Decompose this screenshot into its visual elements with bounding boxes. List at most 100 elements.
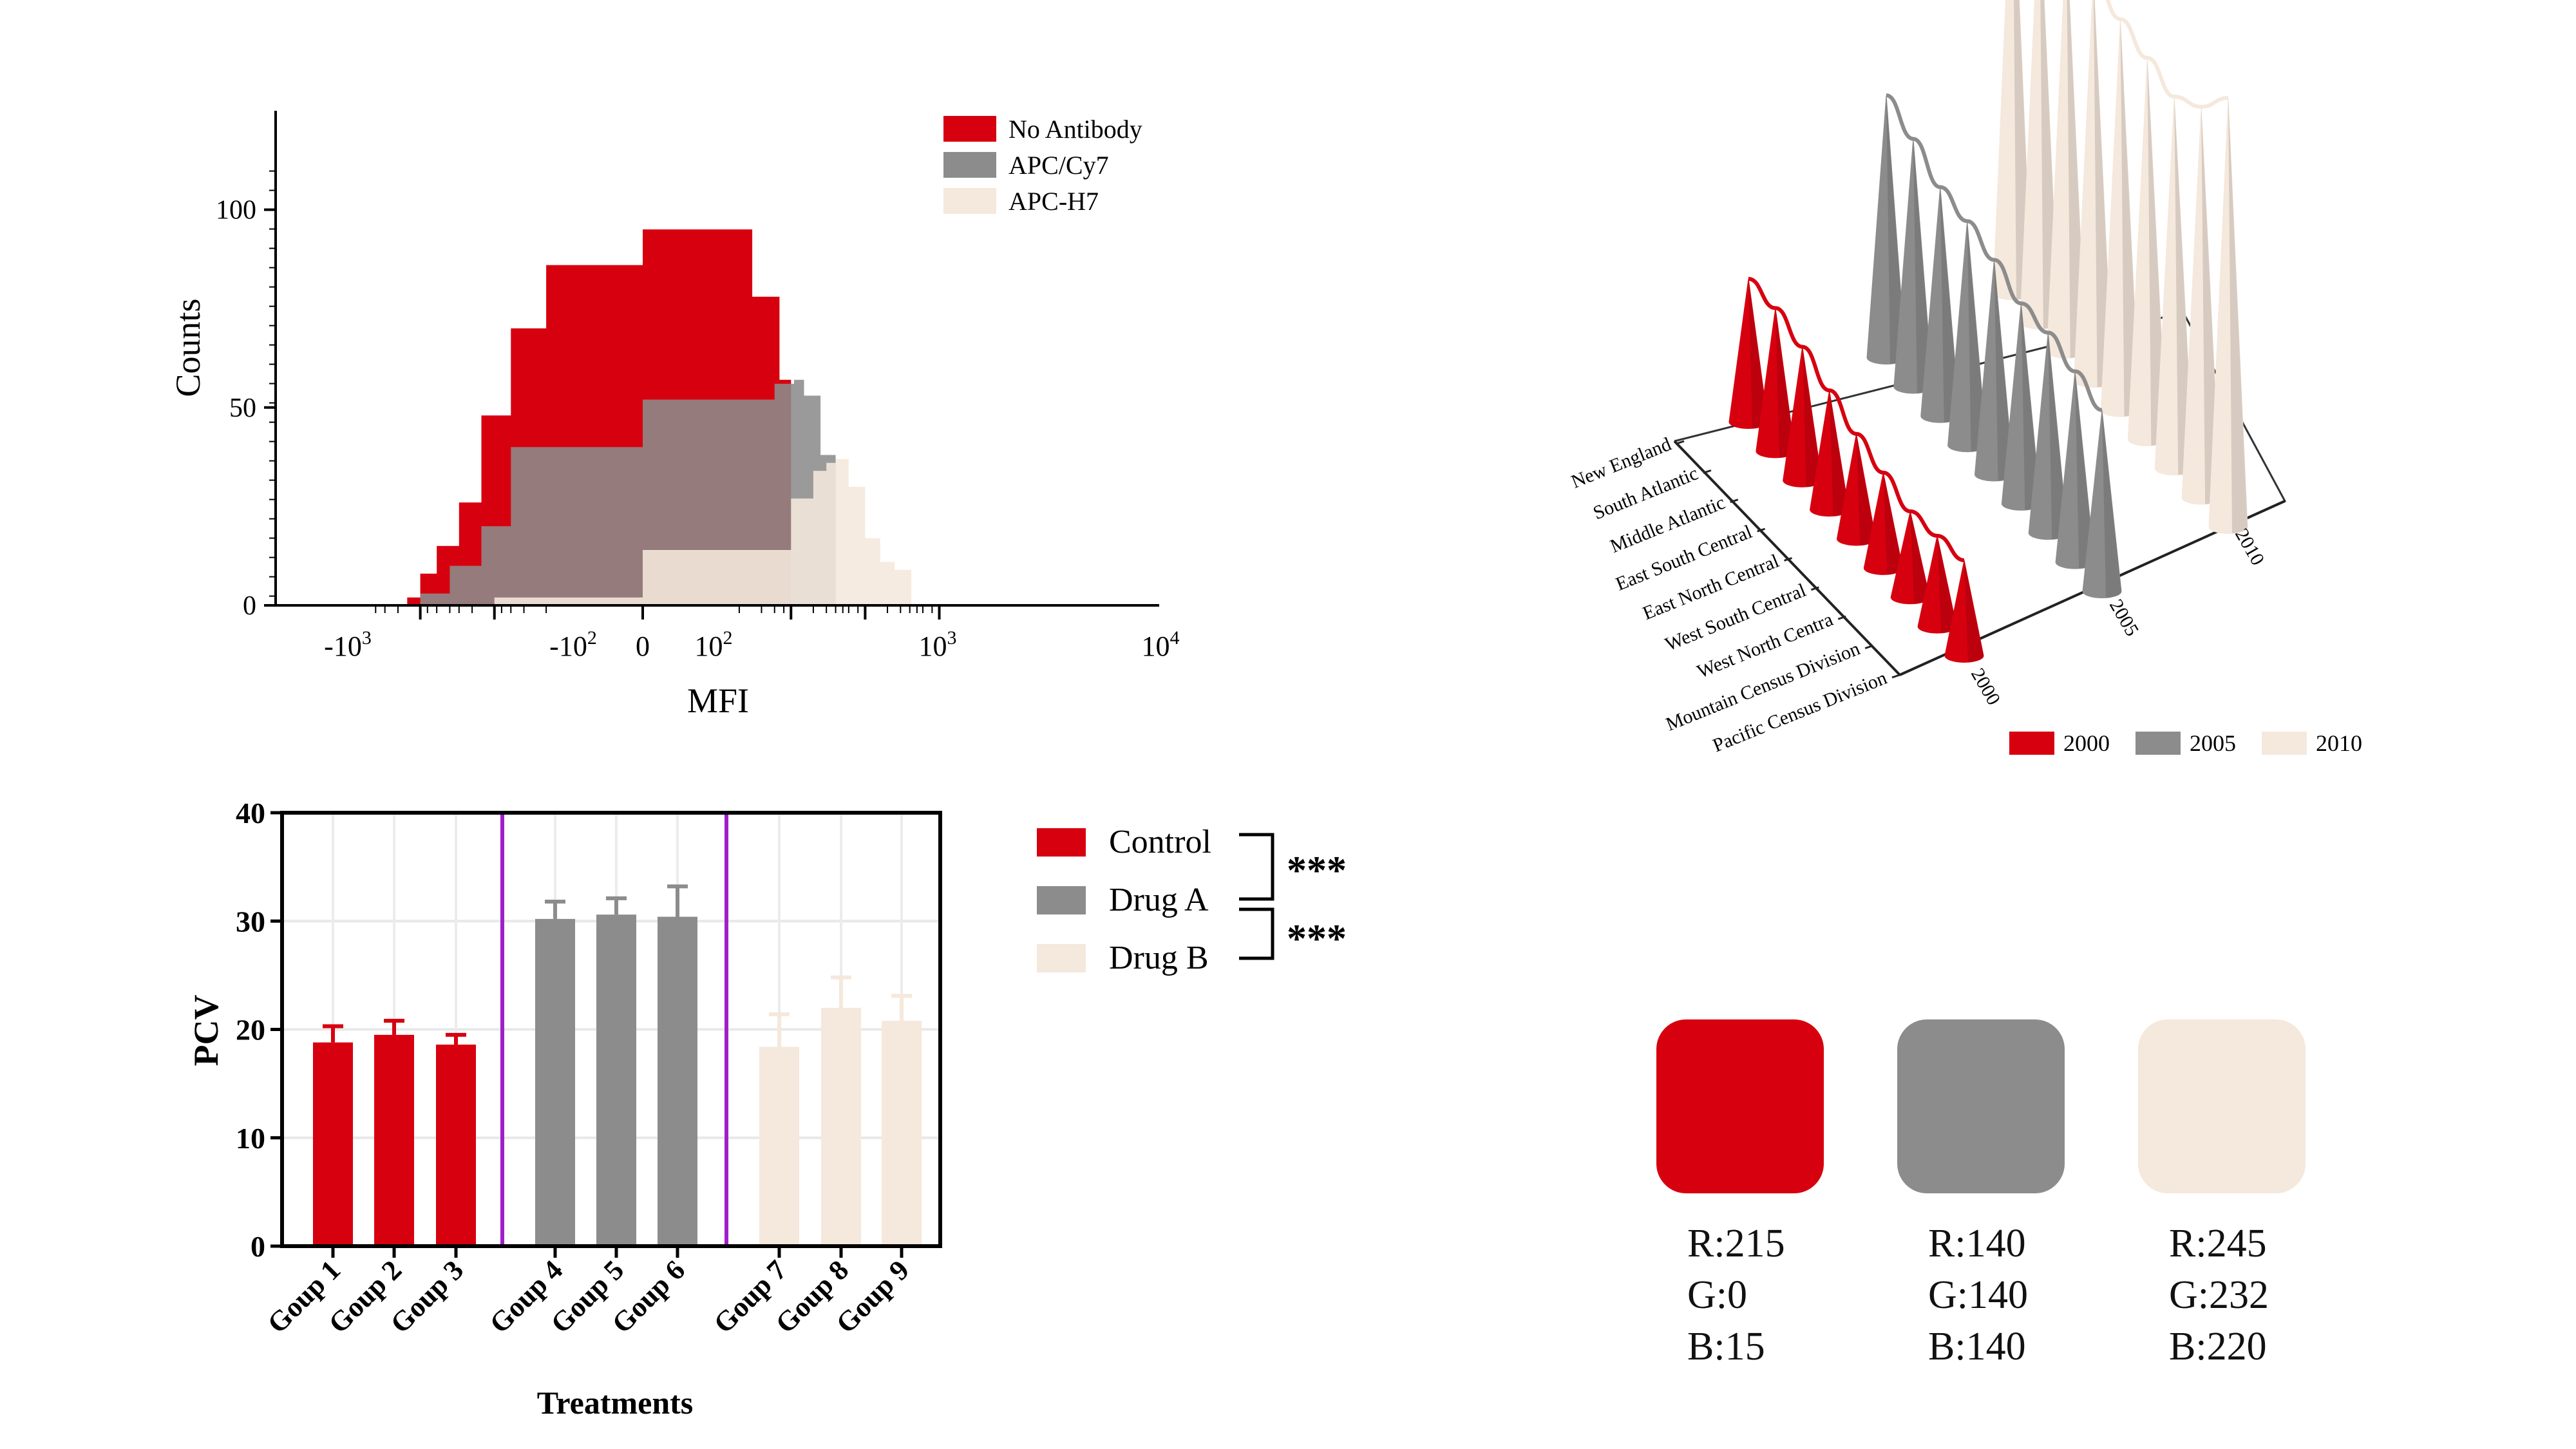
bar-9 [882, 1021, 922, 1246]
bar-legend-swatch-drug-a [1037, 886, 1086, 914]
cone-legend-swatch-2005 [2136, 732, 2181, 755]
cone-shade-2005-5 [2021, 303, 2041, 511]
cone-shade-2000-3 [1829, 390, 1849, 516]
bar-7 [759, 1046, 799, 1246]
legend-swatch-apc-cy7 [943, 152, 996, 178]
y-tick-label: 50 [229, 393, 256, 423]
bar-legend-label-drug-a: Drug A [1109, 882, 1209, 918]
cone-2000-8 [1944, 560, 1984, 663]
bar-legend-label-control: Control [1109, 824, 1211, 860]
swatch-gray: R:140 G:140 B:140 [1897, 1019, 2065, 1372]
cone-legend-label-2010: 2010 [2316, 730, 2362, 756]
cone-curve-2010 [2105, 0, 2229, 109]
bar-5 [596, 914, 636, 1246]
cone-series-2000 [1728, 277, 1984, 663]
swatch-red-values: R:215 G:0 B:15 [1656, 1218, 1824, 1372]
cone-legend: 2000 2005 2010 [2009, 730, 2362, 756]
histogram-x-label: MFI [687, 681, 749, 720]
cone-shade-2005-6 [2048, 332, 2068, 540]
depth-label-2005: 2005 [2105, 596, 2143, 639]
cone-legend-label-2005: 2005 [2190, 730, 2236, 756]
x-tick-label-100: 102 [695, 627, 733, 662]
cone-curve-2000 [1748, 277, 1965, 562]
category-tick [1891, 674, 1900, 679]
swatch-gray-b: B:140 [1928, 1325, 2026, 1368]
swatch-gray-values: R:140 G:140 B:140 [1897, 1218, 2065, 1372]
x-tick-label-1000: 103 [919, 627, 957, 662]
category-tick [1703, 469, 1712, 474]
significance-bracket-1 [1239, 833, 1274, 901]
swatch-gray-g: G:140 [1928, 1273, 2028, 1317]
bar-y-tick-label: 0 [251, 1230, 265, 1263]
swatch-red-r: R:215 [1687, 1222, 1785, 1265]
x-tick-label-neg1000: -103 [324, 627, 372, 662]
histogram-y-label: Counts [169, 298, 207, 397]
bar-legend-swatch-drug-b [1037, 944, 1086, 972]
category-tick [1837, 615, 1846, 620]
bar-y-ticks: 0 10 20 30 40 [236, 797, 282, 1263]
bar-y-tick-label: 20 [236, 1014, 265, 1046]
histogram-y-ticks: 0 50 100 [216, 170, 276, 621]
category-tick [1757, 527, 1766, 533]
histogram-legend: No Antibody APC/Cy7 APC-H7 [943, 115, 1142, 216]
bar-legend-label-drug-b: Drug B [1109, 940, 1209, 976]
cone-shade-2000-8 [1964, 560, 1984, 663]
cone-shade-2005-7 [2075, 371, 2095, 569]
swatch-cream-r: R:245 [2169, 1222, 2267, 1265]
cone-shade-2005-4 [1994, 260, 2014, 481]
cone-shade-2000-0 [1748, 279, 1768, 429]
cone-depth-labels: 2000 2005 2010 [1967, 525, 2269, 708]
bar-y-tick-label: 40 [236, 797, 265, 829]
category-tick [1784, 557, 1792, 562]
swatch-cream-values: R:245 G:232 B:220 [2138, 1218, 2306, 1372]
cone-legend-label-2000: 2000 [2063, 730, 2110, 756]
category-tick [1864, 645, 1873, 650]
category-tick [1676, 440, 1685, 445]
bar-legend-swatch-control [1037, 828, 1086, 857]
cone-series-2005 [1866, 93, 2122, 598]
depth-label-2000: 2000 [1967, 665, 2005, 708]
cone-series [1728, 0, 2248, 663]
bar-4 [535, 918, 575, 1246]
bar-2 [374, 1034, 414, 1246]
significance-bracket-2 [1239, 907, 1274, 960]
x-tick-label-10000: 104 [1142, 627, 1180, 662]
cone-series-2010 [1993, 0, 2248, 534]
swatch-gray-r: R:140 [1928, 1222, 2026, 1265]
swatch-cream-g: G:232 [2169, 1273, 2269, 1317]
category-tick [1730, 498, 1739, 504]
cone-2005-8 [2082, 410, 2122, 598]
bar-1 [313, 1042, 353, 1246]
cone-shade-2010-8 [2228, 98, 2248, 534]
y-tick-label: 0 [243, 591, 256, 621]
cone-shade-2000-4 [1856, 433, 1876, 545]
histogram-area-apc-cy7 [420, 379, 836, 605]
y-tick-label: 100 [216, 196, 256, 225]
legend-label-apc-h7: APC-H7 [1009, 187, 1099, 216]
significance-label-2: *** [1287, 917, 1347, 961]
bar-y-label: PCV [187, 995, 225, 1066]
swatch-red: R:215 G:0 B:15 [1656, 1019, 1824, 1372]
swatch-red-box [1656, 1019, 1824, 1193]
swatch-red-g: G:0 [1687, 1273, 1747, 1317]
swatch-cream: R:245 G:232 B:220 [2138, 1019, 2306, 1372]
significance-label-1: *** [1287, 849, 1347, 893]
cone-shade-2000-5 [1883, 472, 1903, 575]
cone-legend-swatch-2010 [2262, 732, 2307, 755]
cone-shade-2000-7 [1937, 536, 1957, 633]
bar-legend: Control Drug A Drug B *** *** [1037, 824, 1347, 976]
cone-shade-2005-8 [2102, 410, 2121, 598]
cone-shade-2000-1 [1775, 308, 1795, 458]
x-tick-label-neg100: -102 [549, 627, 597, 662]
bar-y-tick-label: 30 [236, 905, 265, 938]
bar-y-tick-label: 10 [236, 1122, 265, 1155]
bar-3 [436, 1045, 476, 1246]
cone-shade-2000-6 [1910, 511, 1930, 604]
bar-x-label: Treatments [537, 1385, 694, 1421]
cone-2010-8 [2208, 97, 2248, 534]
histogram-area-apc-h7 [494, 459, 912, 605]
cone-shade-2005-3 [1967, 221, 1987, 452]
legend-label-no-antibody: No Antibody [1009, 115, 1142, 144]
